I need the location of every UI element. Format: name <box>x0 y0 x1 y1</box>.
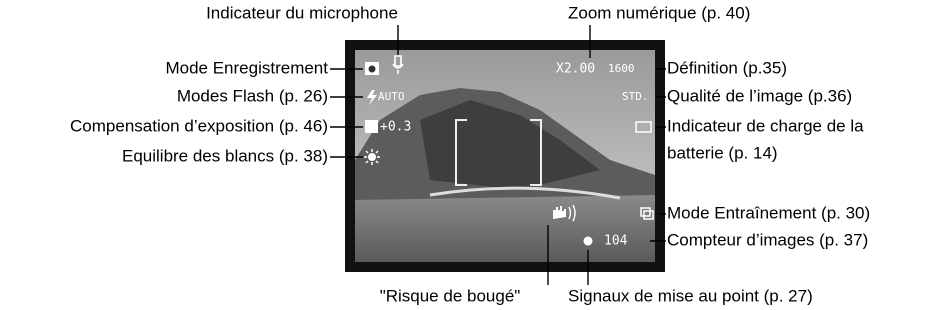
callout: Indicateur du microphone <box>206 3 398 22</box>
callout: Compteur d’images (p. 37) <box>667 230 868 249</box>
callout: Modes Flash (p. 26) <box>177 86 328 105</box>
flash-value: AUTO <box>378 90 405 103</box>
quality-value: STD. <box>622 90 649 103</box>
callout: Indicateur de charge de la <box>667 116 864 135</box>
zoom-value: X2.00 <box>556 62 595 77</box>
resolution-value: 1600 <box>608 62 635 75</box>
callout: Qualité de l’image (p.36) <box>667 86 852 105</box>
callout: batterie (p. 14) <box>667 143 778 162</box>
lcd-screen: X2.00 1600 AUTO +0.3 STD. 104 <box>345 40 665 272</box>
callout: Signaux de mise au point (p. 27) <box>568 286 813 305</box>
callout: Compensation d’exposition (p. 46) <box>70 116 328 135</box>
callout: Définition (p.35) <box>667 58 787 77</box>
callout: Equilibre des blancs (p. 38) <box>122 146 328 165</box>
diagram: X2.00 1600 AUTO +0.3 STD. 104 Indicateur… <box>0 0 927 310</box>
frame-count: 104 <box>604 234 628 249</box>
exposure-value: +0.3 <box>380 120 411 135</box>
callout: Mode Entraînement (p. 30) <box>667 203 870 222</box>
callout: Mode Enregistrement <box>165 58 328 77</box>
callout: "Risque de bougé" <box>380 286 521 305</box>
callout: Zoom numérique (p. 40) <box>568 3 750 22</box>
